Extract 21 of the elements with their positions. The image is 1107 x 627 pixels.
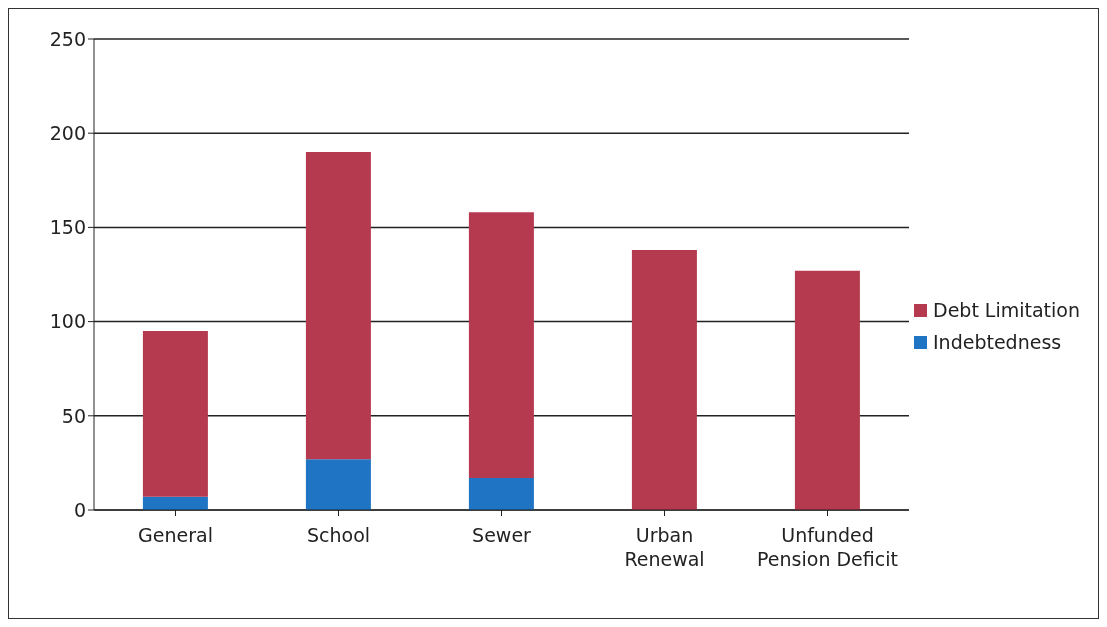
bar (305, 459, 371, 510)
y-tick-label: 50 (61, 404, 86, 427)
bar (142, 331, 208, 497)
legend-label: Indebtedness (933, 331, 1062, 353)
x-tick-label: Sewer (472, 524, 532, 546)
bar (305, 152, 371, 460)
y-tick-label: 100 (49, 310, 86, 333)
y-tick-label: 200 (49, 121, 86, 144)
x-tick-label: Unfunded Pension Deficit (757, 524, 898, 570)
bar (142, 496, 208, 510)
y-tick-label: 150 (49, 216, 86, 239)
legend-label: Debt Limitation (933, 299, 1081, 321)
x-tick-label: General (138, 524, 213, 546)
bar (794, 270, 860, 510)
y-tick-label: 0 (73, 498, 86, 521)
x-tick-label: Urban Renewal (624, 524, 705, 570)
bar (468, 477, 534, 510)
x-tick-label: School (306, 524, 371, 546)
y-tick-label: 250 (49, 27, 86, 50)
bar (468, 212, 534, 478)
bar (631, 250, 697, 510)
